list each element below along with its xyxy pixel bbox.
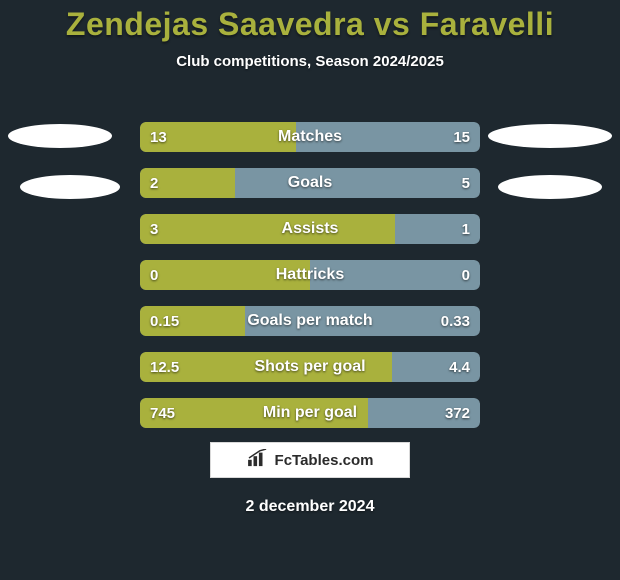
stat-right-value: 372	[445, 398, 470, 428]
stat-row: Hattricks0 0	[140, 260, 480, 290]
date-text: 2 december 2024	[0, 498, 620, 516]
stat-right-value: 5	[462, 168, 470, 198]
stat-right-value: 4.4	[449, 352, 470, 382]
stat-row: Shots per goal12.5 4.4	[140, 352, 480, 382]
stat-left-value: 12.5	[150, 352, 179, 382]
logo-text: FcTables.com	[275, 452, 374, 469]
decorative-ellipse-right-2	[498, 175, 602, 199]
stat-right-value: 0.33	[441, 306, 470, 336]
stat-right-value: 0	[462, 260, 470, 290]
stat-row: Assists3 1	[140, 214, 480, 244]
stat-left-value: 2	[150, 168, 158, 198]
decorative-ellipse-right-1	[488, 124, 612, 148]
stat-left-value: 3	[150, 214, 158, 244]
stat-right-value: 15	[453, 122, 470, 152]
page-title: Zendejas Saavedra vs Faravelli	[0, 0, 620, 43]
logo-box: FcTables.com	[210, 442, 410, 478]
decorative-ellipse-left-1	[8, 124, 112, 148]
logo-chart-icon	[247, 449, 269, 471]
page-subtitle: Club competitions, Season 2024/2025	[0, 53, 620, 70]
decorative-ellipse-left-2	[20, 175, 120, 199]
stat-label: Assists	[140, 214, 480, 244]
stat-left-value: 0.15	[150, 306, 179, 336]
stat-left-value: 13	[150, 122, 167, 152]
stat-row: Min per goal745 372	[140, 398, 480, 428]
stat-label: Hattricks	[140, 260, 480, 290]
stat-row: Matches13 15	[140, 122, 480, 152]
stat-row: Goals2 5	[140, 168, 480, 198]
stat-label: Matches	[140, 122, 480, 152]
stat-label: Min per goal	[140, 398, 480, 428]
stat-label: Shots per goal	[140, 352, 480, 382]
stat-left-value: 0	[150, 260, 158, 290]
stat-right-value: 1	[462, 214, 470, 244]
comparison-infographic: Zendejas Saavedra vs Faravelli Club comp…	[0, 0, 620, 580]
stat-left-value: 745	[150, 398, 175, 428]
stats-panel: Matches13 15 Goals2 5 Assists3 1 Hattricks0 0 Go…	[140, 122, 480, 444]
stat-row: Goals per match0.15 0.33	[140, 306, 480, 336]
stat-label: Goals per match	[140, 306, 480, 336]
stat-label: Goals	[140, 168, 480, 198]
